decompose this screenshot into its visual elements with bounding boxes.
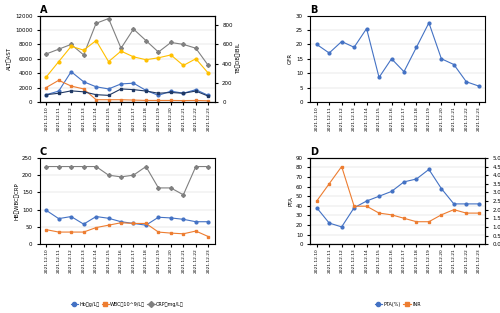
Y-axis label: GFR: GFR [288,53,293,64]
Text: A: A [40,5,48,15]
Y-axis label: PTA: PTA [288,196,293,206]
Text: B: B [310,5,318,15]
Legend: ALT（U/L）, AST（U/L）, TBIL（umol/L）, DBIL（umol/L）, IBIL（umol/L）: ALT（U/L）, AST（U/L）, TBIL（umol/L）, DBIL（u… [82,158,172,182]
Legend: GFR（ml/min）: GFR（ml/min） [374,158,422,167]
Text: D: D [310,147,318,157]
Text: C: C [40,147,47,157]
Legend: Hb（g/L）, WBC（10^9/L）, CRP（mg/L）: Hb（g/L）, WBC（10^9/L）, CRP（mg/L） [69,300,186,309]
Legend: PTA(%), INR: PTA(%), INR [373,300,422,309]
Y-axis label: HB，WBC，CRP: HB，WBC，CRP [14,182,19,220]
Y-axis label: TB，DB，IBIL: TB，DB，IBIL [236,43,241,74]
Y-axis label: ALT，AST: ALT，AST [6,47,12,70]
